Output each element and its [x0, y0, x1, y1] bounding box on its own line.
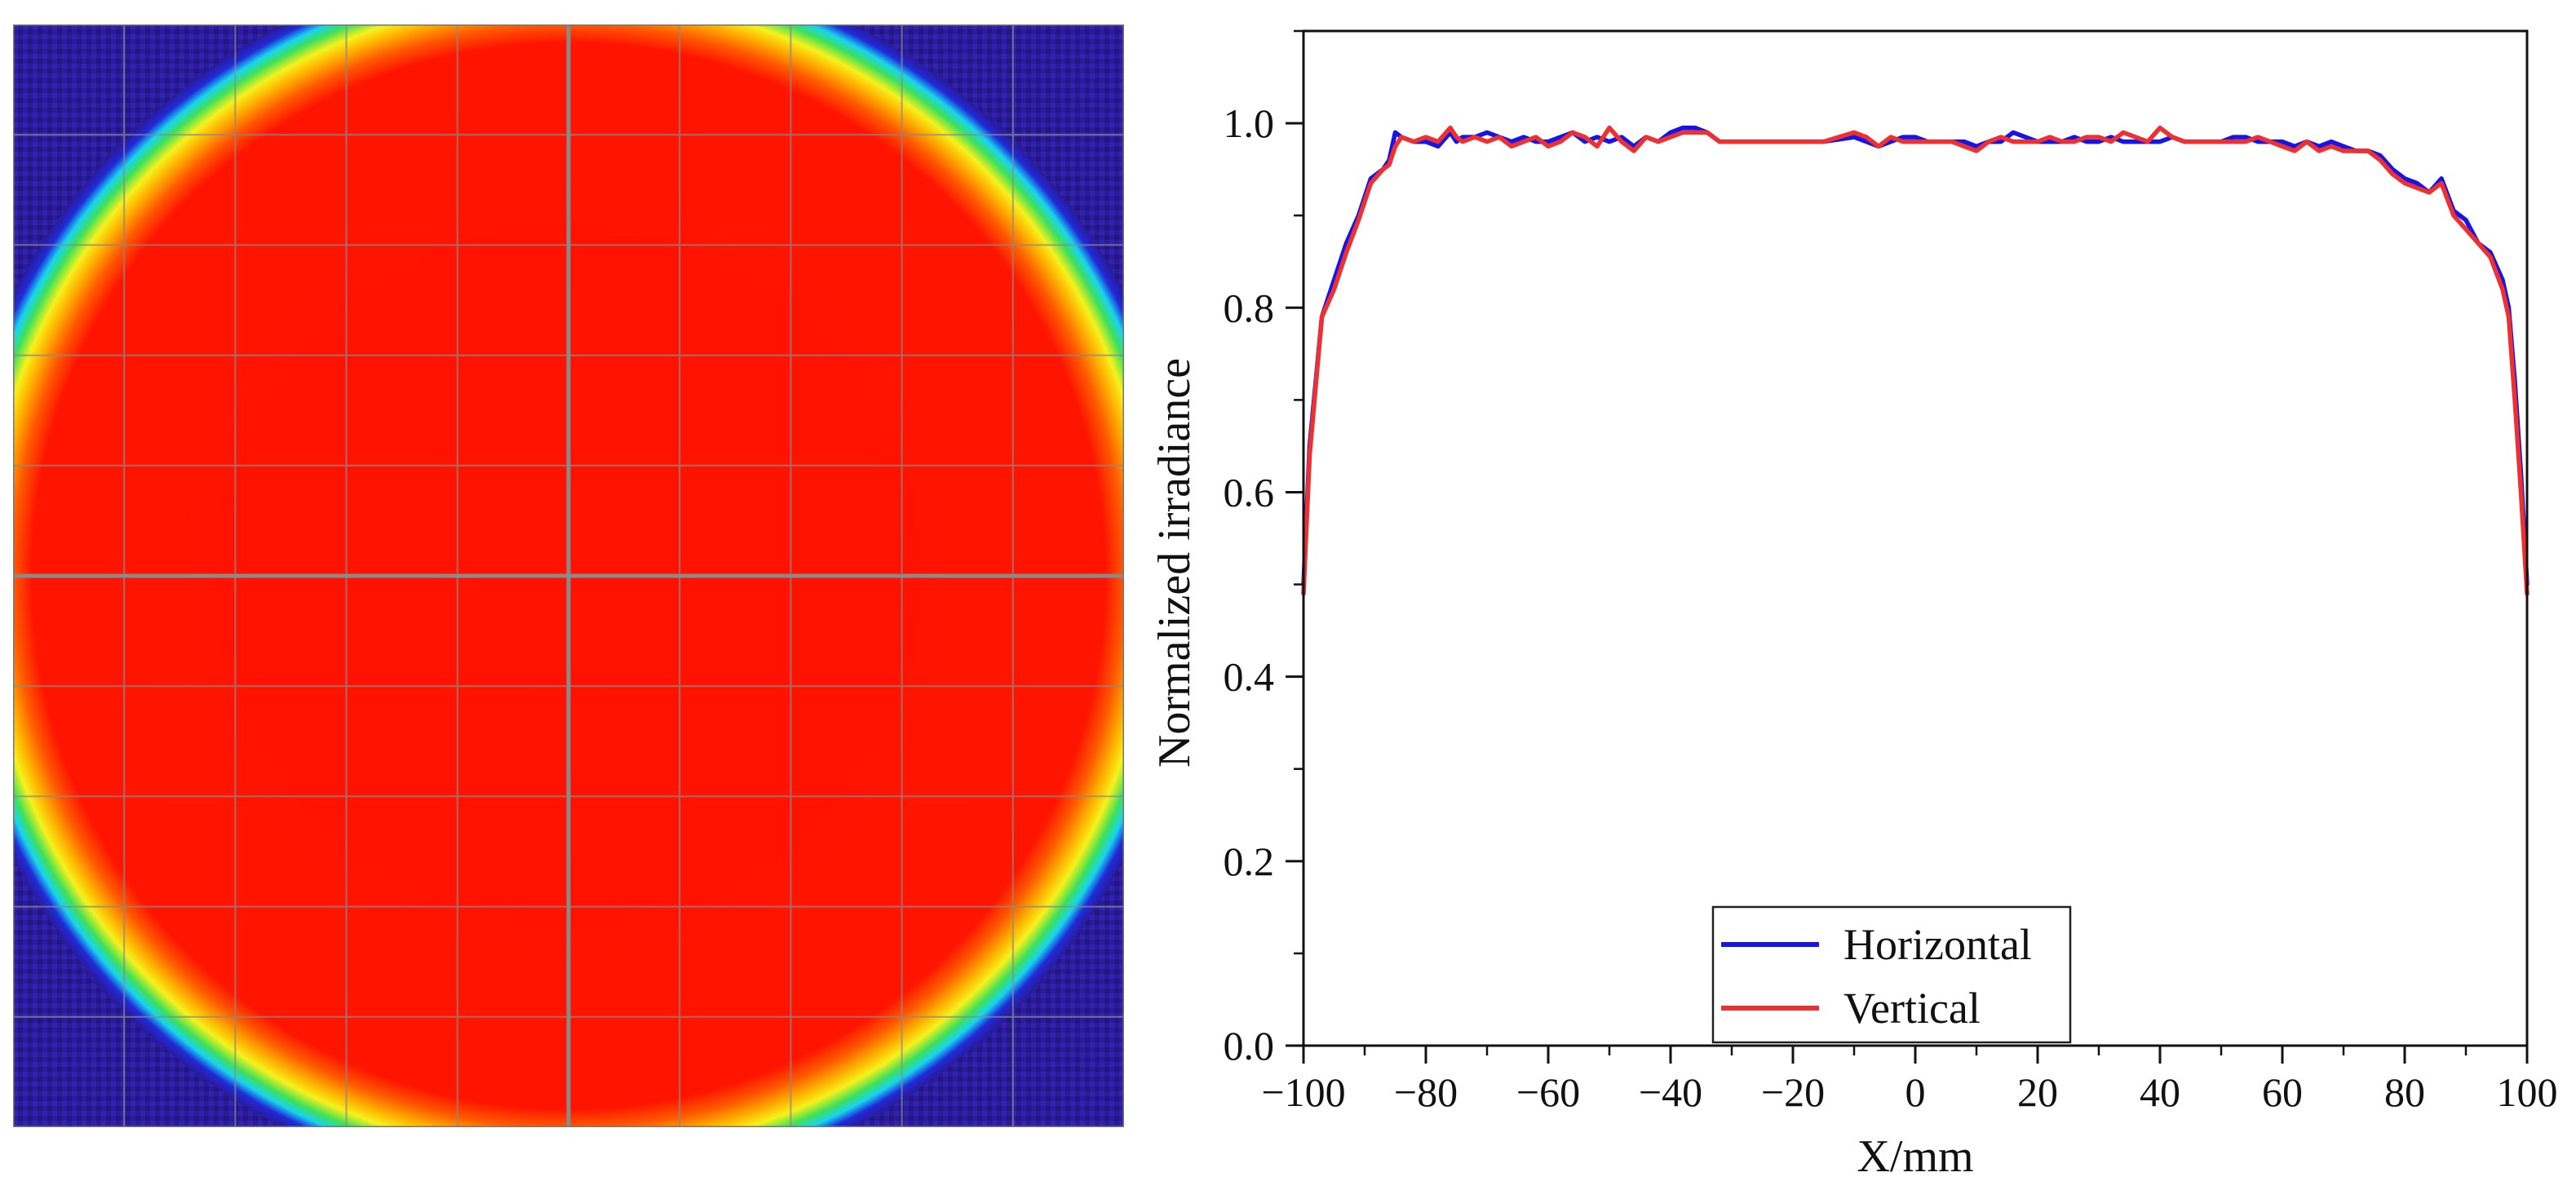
plot-area	[1303, 31, 2527, 1046]
x-tick-label: 60	[2262, 1069, 2303, 1115]
series-line-vertical	[1301, 125, 2530, 596]
legend-label-vertical: Vertical	[1843, 984, 1981, 1033]
y-tick-label: 0.2	[1224, 838, 1275, 884]
x-axis-title: X/mm	[1857, 1131, 1973, 1182]
series-layer	[1301, 125, 2530, 596]
x-tick-label: 20	[2017, 1069, 2058, 1115]
y-tick-label: 0.0	[1224, 1023, 1275, 1068]
y-tick-label: 1.0	[1224, 100, 1275, 146]
y-tick-label: 0.4	[1224, 654, 1275, 700]
x-tick-label: 0	[1905, 1069, 1926, 1115]
ticks-layer: −100 −80 −60 −40 −20 0 20 40 60 80 100 0.0 0.2 0.4 0.6…	[1224, 29, 2558, 1115]
x-tick-label: 80	[2384, 1069, 2425, 1115]
x-tick-label: −80	[1394, 1069, 1458, 1115]
legend-box	[1711, 905, 2072, 1044]
x-tick-label: −40	[1639, 1069, 1702, 1115]
irradiance-profile-chart: −100 −80 −60 −40 −20 0 20 40 60 80 100 0.0 0.2 0.4 0.6…	[1149, 29, 2558, 1182]
x-tick-label: −60	[1516, 1069, 1580, 1115]
legend: Horizontal Vertical	[1711, 905, 2072, 1044]
y-tick-label: 0.6	[1224, 469, 1275, 515]
x-tick-label: −100	[1261, 1069, 1345, 1115]
plot-background	[1303, 31, 2527, 1046]
y-tick-label: 0.8	[1224, 285, 1275, 330]
irradiance-map	[13, 24, 1124, 1127]
x-tick-label: 100	[2497, 1069, 2558, 1115]
y-axis-title: Normalized irradiance	[1149, 358, 1200, 768]
x-tick-label: −20	[1761, 1069, 1825, 1115]
x-tick-label: 40	[2140, 1069, 2180, 1115]
legend-label-horizontal: Horizontal	[1843, 920, 2032, 969]
